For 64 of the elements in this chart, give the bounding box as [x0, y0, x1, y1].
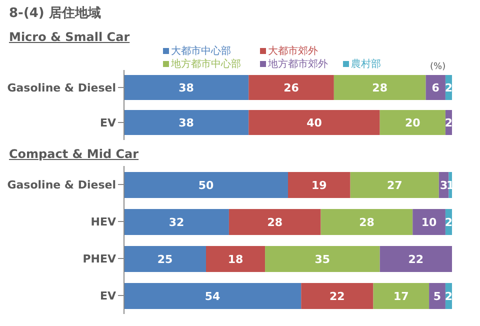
data-label: 54	[204, 290, 221, 303]
y-tick-label: EV	[100, 116, 116, 130]
data-label: 2	[444, 216, 453, 229]
legend-label: 地方都市中心部	[171, 58, 241, 70]
bar	[124, 283, 302, 309]
data-label: 38	[178, 116, 194, 130]
bar	[426, 75, 446, 100]
data-label: 50	[198, 178, 214, 192]
data-label: 6	[432, 81, 440, 94]
data-label: 28	[267, 216, 283, 229]
chart-title: 8-(4) 居住地域	[9, 5, 101, 22]
data-label: 2	[444, 290, 453, 303]
bar	[429, 283, 446, 309]
data-label: 40	[306, 116, 322, 130]
data-label: 2	[444, 81, 453, 94]
data-label: 38	[178, 81, 194, 94]
bar	[124, 172, 288, 198]
data-label: 18	[228, 252, 244, 266]
bar	[350, 172, 439, 198]
bar	[124, 209, 229, 235]
bar	[206, 246, 266, 272]
chart-title: Compact & Mid Car	[9, 147, 139, 161]
bar	[124, 246, 206, 272]
annotation: (%)	[430, 62, 446, 72]
data-label: 3	[440, 178, 448, 192]
bar	[320, 209, 413, 235]
y-tick-label: Gasoline & Diesel	[7, 81, 116, 94]
y-tick-label: Gasoline & Diesel	[7, 178, 116, 192]
data-label: 28	[372, 81, 388, 94]
data-label: 5	[433, 290, 442, 303]
bar	[373, 283, 430, 309]
data-label: 32	[168, 216, 184, 229]
legend-label: 大都市郊外	[268, 44, 318, 58]
bar	[288, 172, 350, 198]
data-label: 28	[359, 216, 374, 229]
bar	[334, 75, 426, 100]
data-label: 17	[394, 290, 409, 303]
bar	[380, 246, 452, 272]
data-label: 27	[386, 178, 402, 192]
bar	[124, 110, 249, 135]
bar	[380, 110, 446, 135]
data-label: 26	[284, 81, 300, 94]
data-label: 20	[404, 116, 421, 130]
legend-label: 大都市中心部	[171, 44, 231, 58]
data-label: 35	[314, 252, 330, 266]
y-tick-label: EV	[100, 289, 116, 302]
bar	[248, 75, 334, 100]
bar	[228, 209, 321, 235]
bar	[248, 110, 380, 135]
chart-subtitle: Micro & Small Car	[9, 30, 130, 44]
data-label: 10	[421, 216, 438, 229]
data-label: 19	[312, 178, 327, 192]
y-tick-label: PHEV	[82, 252, 116, 266]
y-tick-label: HEV	[90, 215, 116, 228]
data-label: 25	[157, 252, 173, 266]
data-label: 22	[408, 252, 424, 266]
bar	[265, 246, 380, 272]
data-label: 22	[330, 290, 345, 303]
bar	[124, 75, 249, 100]
data-label: 2	[444, 116, 453, 130]
bar	[301, 283, 374, 309]
bar	[412, 209, 446, 235]
legend-label: 地方都市郊外	[268, 58, 328, 70]
legend-label: 農村部	[351, 58, 381, 70]
